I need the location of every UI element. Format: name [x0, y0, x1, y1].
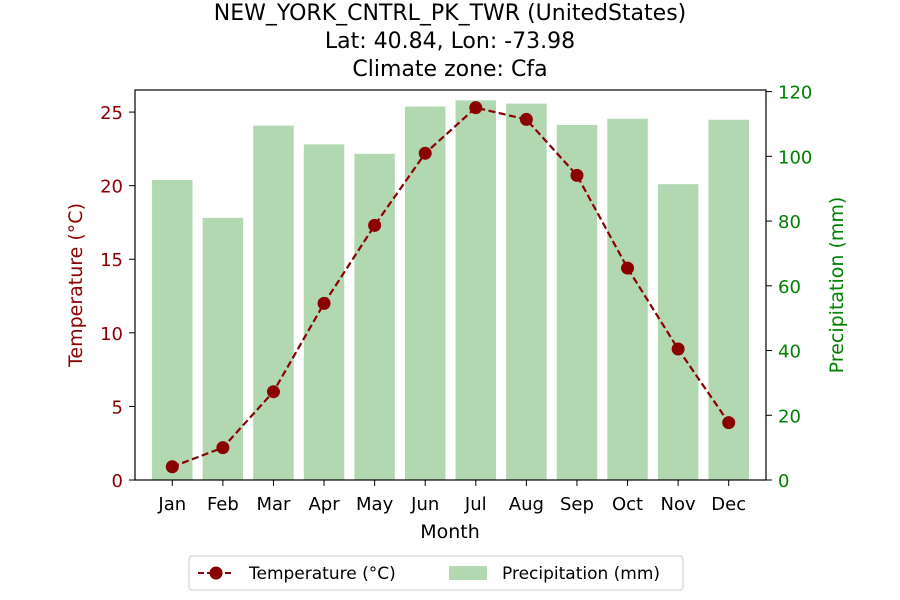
- precipitation-bar: [303, 144, 345, 480]
- precipitation-bar: [556, 124, 598, 481]
- temperature-point: [621, 261, 635, 275]
- right-tick-label: 40: [778, 342, 801, 363]
- left-tick-label: 25: [100, 103, 123, 124]
- temperature-point: [418, 146, 432, 160]
- temperature-point: [165, 460, 179, 474]
- precipitation-bar: [455, 100, 497, 481]
- x-tick-label: Sep: [560, 494, 594, 515]
- x-tick-label: Jun: [410, 494, 439, 515]
- left-tick-label: 5: [112, 397, 123, 418]
- right-tick-label: 60: [778, 277, 801, 298]
- left-tick-label: 15: [100, 250, 123, 271]
- temperature-point: [519, 112, 533, 126]
- left-tick-label: 20: [100, 177, 123, 198]
- right-tick-label: 120: [778, 83, 812, 104]
- left-axis-label: Temperature (°C): [65, 203, 87, 368]
- temperature-point: [317, 296, 331, 310]
- x-tick-label: Nov: [661, 494, 696, 515]
- temperature-point: [469, 101, 483, 115]
- left-tick-label: 0: [112, 471, 123, 492]
- x-tick-label: Jan: [157, 494, 186, 515]
- x-tick-label: Dec: [711, 494, 746, 515]
- legend-precipitation-label: Precipitation (mm): [502, 564, 660, 584]
- precipitation-bar: [506, 103, 547, 481]
- precipitation-bar: [657, 184, 699, 481]
- x-tick-label: Aug: [509, 494, 544, 515]
- chart-title-line-3: Climate zone: Cfa: [352, 57, 548, 82]
- precipitation-bar: [404, 106, 446, 480]
- temperature-point: [368, 218, 382, 232]
- precipitation-bar: [152, 179, 193, 480]
- precipitation-bar: [253, 125, 294, 481]
- x-tick-label: Jul: [464, 494, 487, 515]
- right-axis-label: Precipitation (mm): [826, 197, 848, 374]
- precipitation-bar: [607, 118, 648, 480]
- temperature-point: [671, 342, 685, 356]
- chart-title-line-1: NEW_YORK_CNTRL_PK_TWR (UnitedStates): [213, 1, 687, 26]
- chart-title-line-2: Lat: 40.84, Lon: -73.98: [324, 29, 576, 54]
- temperature-point: [570, 168, 584, 182]
- left-tick-label: 10: [100, 324, 123, 345]
- right-tick-label: 0: [778, 471, 789, 492]
- x-tick-label: Feb: [207, 494, 239, 515]
- legend-box: [188, 555, 684, 591]
- temperature-point: [216, 441, 230, 455]
- x-tick-label: Oct: [612, 494, 643, 515]
- right-tick-label: 100: [778, 147, 812, 168]
- legend-temperature-marker: [209, 566, 223, 580]
- plot-frame: [134, 89, 767, 481]
- precipitation-bar: [202, 217, 244, 480]
- right-tick-label: 80: [778, 212, 801, 233]
- temperature-point: [266, 385, 280, 399]
- legend-precipitation-swatch: [449, 566, 487, 580]
- x-tick-label: Mar: [256, 494, 291, 515]
- legend: Temperature (°C) Precipitation (mm): [188, 555, 684, 591]
- right-tick-label: 20: [778, 406, 801, 427]
- x-axis-label: Month: [420, 521, 480, 543]
- precipitation-bar: [354, 153, 395, 480]
- x-tick-label: Apr: [308, 494, 340, 515]
- temperature-point: [722, 416, 736, 430]
- temperature-line: [171, 106, 730, 468]
- x-tick-label: May: [356, 494, 394, 515]
- legend-temperature-label: Temperature (°C): [248, 564, 396, 584]
